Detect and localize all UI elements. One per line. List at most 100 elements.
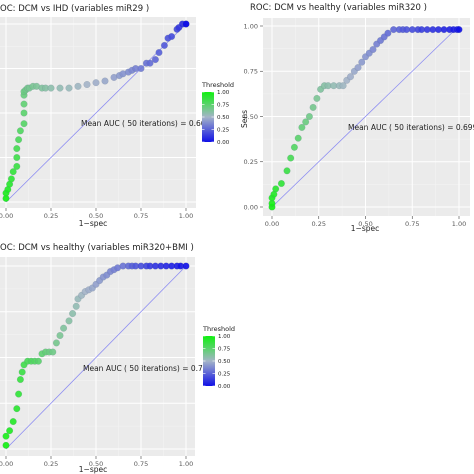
legend-label: 0.50 [217, 115, 230, 121]
auc-annotation: Mean AUC ( 50 iterations) = 0.662 [81, 119, 211, 128]
roc-point [16, 375, 24, 384]
x-tick-label: 0.75 [405, 220, 419, 228]
roc-point [13, 162, 21, 170]
x-axis-label: 1−spec [79, 465, 107, 474]
roc-point [272, 185, 280, 193]
x-tick-label: 1.00 [452, 220, 466, 228]
roc-point [302, 118, 310, 126]
roc-point [137, 64, 145, 73]
roc-point [20, 100, 28, 108]
chart-title: OC: DCM vs healthy (variables miR320+BMI… [0, 243, 194, 253]
roc-chart-2: ROC: DCM vs healthy (variables miR320 ) M… [240, 3, 474, 233]
legend-label: 0.75 [218, 347, 231, 353]
roc-point [92, 79, 100, 87]
roc-point [7, 175, 15, 183]
roc-point [294, 134, 302, 142]
roc-point [9, 168, 17, 176]
legend-title: Threshold [201, 81, 234, 89]
x-tick-label: 0.25 [312, 220, 326, 228]
x-tick-label: 1.00 [179, 460, 193, 468]
chart-title: OC: DCM vs IHD (variables miR29 ) [0, 4, 149, 14]
roc-point [56, 331, 64, 340]
x-tick-label: 1.00 [179, 212, 193, 220]
y-tick-label: 0.00 [244, 203, 258, 211]
x-tick-label: 0.00 [0, 460, 13, 468]
roc-point [9, 418, 17, 426]
x-tick-label: 0.50 [358, 220, 372, 228]
roc-point [13, 145, 21, 153]
roc-point [6, 427, 14, 435]
roc-points [268, 26, 463, 211]
roc-point [49, 348, 57, 356]
legend-label: 0.00 [218, 384, 231, 390]
roc-point [455, 26, 463, 34]
roc-point [182, 262, 190, 270]
grid [263, 18, 470, 216]
roc-point [15, 136, 23, 144]
roc-point [354, 64, 362, 72]
roc-point [384, 29, 392, 37]
roc-point [313, 94, 321, 102]
y-tick-label: 1.00 [244, 22, 258, 30]
roc-point [72, 302, 80, 310]
y-axis: 0.00 0.25 0.50 0.75 1.00 [244, 22, 263, 211]
x-axis: 0.00 0.25 0.50 0.75 1.00 [0, 456, 193, 468]
roc-chart-1: OC: DCM vs IHD (variables miR29 ) Mean AU… [0, 4, 234, 228]
roc-point [283, 167, 291, 175]
roc-point [182, 20, 190, 28]
roc-point [277, 179, 285, 188]
diagonal-reference-line [5, 265, 187, 450]
roc-point [168, 32, 176, 41]
roc-point [287, 154, 295, 162]
roc-point [13, 405, 21, 413]
chart-title: ROC: DCM vs healthy (variables miR320 ) [250, 3, 427, 13]
roc-point [69, 310, 77, 318]
roc-point [358, 58, 366, 66]
roc-point [47, 84, 55, 92]
roc-point [309, 103, 317, 111]
x-tick-label: 0.25 [44, 460, 58, 468]
legend-label: 1.00 [218, 334, 231, 340]
roc-point [2, 441, 10, 449]
roc-point [15, 390, 23, 398]
auc-annotation: Mean AUC ( 50 iterations) = 0.751 [83, 364, 213, 373]
roc-point [151, 56, 159, 64]
grid [0, 257, 195, 456]
roc-points [2, 20, 190, 202]
legend-label: 0.25 [217, 128, 230, 134]
roc-point [290, 143, 298, 151]
roc-point [65, 84, 73, 92]
x-tick-label: 0.25 [44, 212, 58, 220]
roc-point [60, 324, 68, 332]
legend-label: 1.00 [217, 90, 230, 96]
x-axis: 0.00 0.25 0.50 0.75 1.00 [0, 208, 193, 220]
roc-point [56, 84, 64, 92]
x-tick-label: 0.50 [89, 460, 103, 468]
roc-point [52, 339, 60, 347]
roc-point [155, 48, 163, 57]
x-tick-label: 0.75 [134, 212, 148, 220]
diagonal-reference-line [271, 25, 460, 208]
roc-point [20, 120, 28, 128]
x-tick-label: 0.00 [265, 220, 279, 228]
roc-point [18, 368, 26, 376]
x-tick-label: 0.00 [0, 212, 13, 220]
x-tick-label: 0.75 [134, 460, 148, 468]
legend-label: 0.75 [217, 103, 230, 109]
roc-point [160, 41, 168, 49]
legend-label: 0.00 [217, 140, 230, 146]
legend-title: Threshold [202, 325, 235, 333]
threshold-colorbar [202, 92, 214, 142]
roc-point [74, 82, 82, 90]
roc-points [2, 262, 190, 449]
roc-point [101, 77, 109, 85]
roc-point [16, 127, 24, 135]
roc-point [346, 73, 355, 81]
auc-annotation: Mean AUC ( 50 iterations) = 0.699 [348, 123, 474, 132]
threshold-colorbar [203, 336, 215, 386]
roc-point [369, 45, 377, 54]
y-tick-label: 0.50 [244, 113, 258, 121]
